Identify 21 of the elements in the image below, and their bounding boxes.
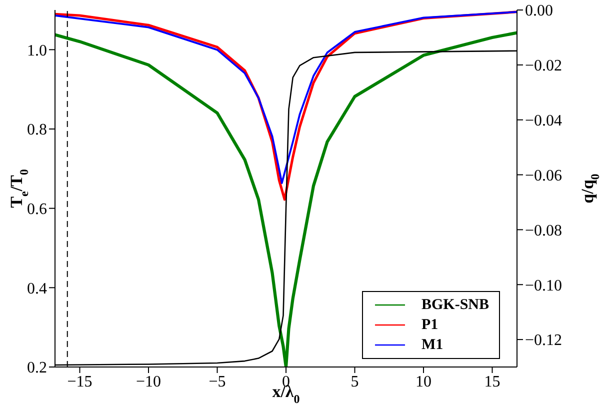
x-tick-label: −5 [208, 373, 226, 390]
y2-tick-label: −0.02 [525, 58, 562, 75]
y-tick-label: 1.0 [27, 42, 47, 60]
x-tick-label: 15 [484, 373, 500, 390]
y-tick-label: 0.2 [27, 360, 47, 377]
legend-label: BGK-SNB [421, 296, 489, 314]
y-tick-label: 0.8 [27, 122, 47, 139]
x-tick-label: 5 [350, 373, 359, 390]
y-tick-label: 0.4 [27, 280, 47, 298]
y2-tick-label: −0.12 [525, 332, 562, 350]
x-tick-label: 10 [416, 373, 432, 390]
legend-label: M1 [421, 336, 444, 354]
y-tick-label: 0.6 [27, 201, 47, 218]
legend-label: P1 [421, 316, 438, 334]
y2-tick-label: 0.00 [525, 2, 553, 20]
y2-tick-label: −0.04 [525, 112, 562, 130]
x-tick-label: −15 [67, 373, 92, 390]
x-tick-label: −10 [136, 373, 162, 390]
y2-tick-label: −0.08 [525, 222, 562, 240]
y2-tick-label: −0.06 [525, 167, 562, 184]
y2-tick-label: −0.10 [525, 277, 562, 294]
